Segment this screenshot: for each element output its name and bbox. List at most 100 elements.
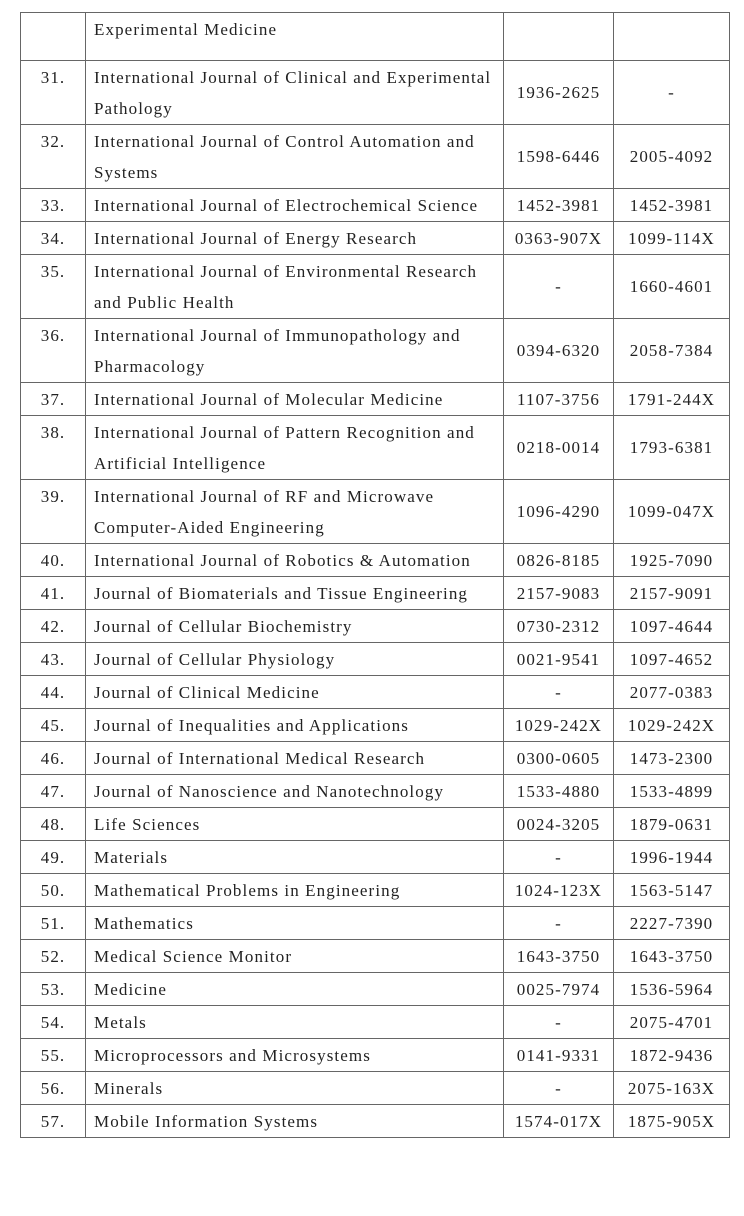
- journal-name: Journal of Nanoscience and Nanotechnolog…: [85, 774, 504, 808]
- eissn: 2227-7390: [613, 906, 730, 940]
- journal-name: International Journal of Clinical and Ex…: [85, 60, 504, 125]
- table-row: 45. Journal of Inequalities and Applicati…: [20, 708, 730, 742]
- row-number: 42.: [20, 609, 86, 643]
- issn: 0730-2312: [503, 609, 614, 643]
- eissn: 2058-7384: [613, 318, 730, 383]
- eissn: 2157-9091: [613, 576, 730, 610]
- eissn: 2075-4701: [613, 1005, 730, 1039]
- journal-name: Medicine: [85, 972, 504, 1006]
- issn: 1936-2625: [503, 60, 614, 125]
- table-row: 38. International Journal of Pattern Reco…: [20, 415, 730, 480]
- journal-name: Microprocessors and Microsystems: [85, 1038, 504, 1072]
- eissn: 1563-5147: [613, 873, 730, 907]
- row-number: 47.: [20, 774, 86, 808]
- table-row: 36. International Journal of Immunopathol…: [20, 318, 730, 383]
- issn: 1024-123X: [503, 873, 614, 907]
- table-row: 50. Mathematical Problems in Engineering 1…: [20, 873, 730, 907]
- journal-name: Journal of Clinical Medicine: [85, 675, 504, 709]
- table-row: 46. Journal of International Medical Rese…: [20, 741, 730, 775]
- journal-name: Journal of International Medical Researc…: [85, 741, 504, 775]
- row-number: 38.: [20, 415, 86, 480]
- issn: 1533-4880: [503, 774, 614, 808]
- eissn: 1099-114X: [613, 221, 730, 255]
- row-number: 36.: [20, 318, 86, 383]
- journal-name: International Journal of RF and Microwav…: [85, 479, 504, 544]
- journal-name: Journal of Cellular Physiology: [85, 642, 504, 676]
- row-number: 50.: [20, 873, 86, 907]
- issn: 0300-0605: [503, 741, 614, 775]
- eissn: 1660-4601: [613, 254, 730, 319]
- journal-name: Medical Science Monitor: [85, 939, 504, 973]
- table-row: 53. Medicine 0025-7974 1536-5964: [20, 972, 730, 1006]
- row-number: 52.: [20, 939, 86, 973]
- table-row: 31. International Journal of Clinical and…: [20, 60, 730, 125]
- issn: 2157-9083: [503, 576, 614, 610]
- table-row: 41. Journal of Biomaterials and Tissue En…: [20, 576, 730, 610]
- row-number: 40.: [20, 543, 86, 577]
- issn: 0394-6320: [503, 318, 614, 383]
- issn: -: [503, 1071, 614, 1105]
- row-number: 39.: [20, 479, 86, 544]
- eissn: 2077-0383: [613, 675, 730, 709]
- issn: 1096-4290: [503, 479, 614, 544]
- eissn: 1875-905X: [613, 1104, 730, 1138]
- journal-name: International Journal of Control Automat…: [85, 124, 504, 189]
- journal-name: Materials: [85, 840, 504, 874]
- table-row: 33. International Journal of Electrochemi…: [20, 188, 730, 222]
- row-number: 57.: [20, 1104, 86, 1138]
- eissn: 1473-2300: [613, 741, 730, 775]
- row-number: 44.: [20, 675, 86, 709]
- eissn: 1996-1944: [613, 840, 730, 874]
- row-number: 34.: [20, 221, 86, 255]
- eissn: 1791-244X: [613, 382, 730, 416]
- issn: [503, 12, 614, 61]
- row-number: [20, 12, 86, 61]
- eissn: 1097-4644: [613, 609, 730, 643]
- journal-name: Mobile Information Systems: [85, 1104, 504, 1138]
- eissn: 1536-5964: [613, 972, 730, 1006]
- issn: -: [503, 254, 614, 319]
- table-row: 56. Minerals -2075-163X: [20, 1071, 730, 1105]
- journal-name: International Journal of Electrochemical…: [85, 188, 504, 222]
- eissn: 1099-047X: [613, 479, 730, 544]
- journal-name: International Journal of Pattern Recogni…: [85, 415, 504, 480]
- eissn: 1793-6381: [613, 415, 730, 480]
- eissn: -: [613, 60, 730, 125]
- journal-name: Mathematical Problems in Engineering: [85, 873, 504, 907]
- journal-name: International Journal of Robotics & Auto…: [85, 543, 504, 577]
- issn: 0025-7974: [503, 972, 614, 1006]
- table-row: 34. International Journal of Energy Resea…: [20, 221, 730, 255]
- journal-name: Life Sciences: [85, 807, 504, 841]
- eissn: 1925-7090: [613, 543, 730, 577]
- journal-name: Journal of Cellular Biochemistry: [85, 609, 504, 643]
- table-row: 51. Mathematics -2227-7390: [20, 906, 730, 940]
- row-number: 43.: [20, 642, 86, 676]
- eissn: 1879-0631: [613, 807, 730, 841]
- row-number: 37.: [20, 382, 86, 416]
- table-row: 37. International Journal of Molecular Me…: [20, 382, 730, 416]
- eissn: 1029-242X: [613, 708, 730, 742]
- table-row: 32. International Journal of Control Auto…: [20, 124, 730, 189]
- issn: 1643-3750: [503, 939, 614, 973]
- row-number: 33.: [20, 188, 86, 222]
- table-row: 40. International Journal of Robotics & A…: [20, 543, 730, 577]
- row-number: 41.: [20, 576, 86, 610]
- journal-name: International Journal of Environmental R…: [85, 254, 504, 319]
- eissn: 1872-9436: [613, 1038, 730, 1072]
- issn: 1029-242X: [503, 708, 614, 742]
- row-number: 46.: [20, 741, 86, 775]
- table-row: 57. Mobile Information Systems 1574-017X 18…: [20, 1104, 730, 1138]
- row-number: 45.: [20, 708, 86, 742]
- issn: 0218-0014: [503, 415, 614, 480]
- table-row: 39. International Journal of RF and Micro…: [20, 479, 730, 544]
- table-row: 47. Journal of Nanoscience and Nanotechno…: [20, 774, 730, 808]
- table-row: 49. Materials -1996-1944: [20, 840, 730, 874]
- eissn: [613, 12, 730, 61]
- table-row: 48. Life Sciences 0024-3205 1879-0631: [20, 807, 730, 841]
- issn: 0021-9541: [503, 642, 614, 676]
- journal-name: Experimental Medicine: [85, 12, 504, 61]
- issn: 1598-6446: [503, 124, 614, 189]
- table-row: Experimental Medicine: [20, 12, 730, 61]
- eissn: 2075-163X: [613, 1071, 730, 1105]
